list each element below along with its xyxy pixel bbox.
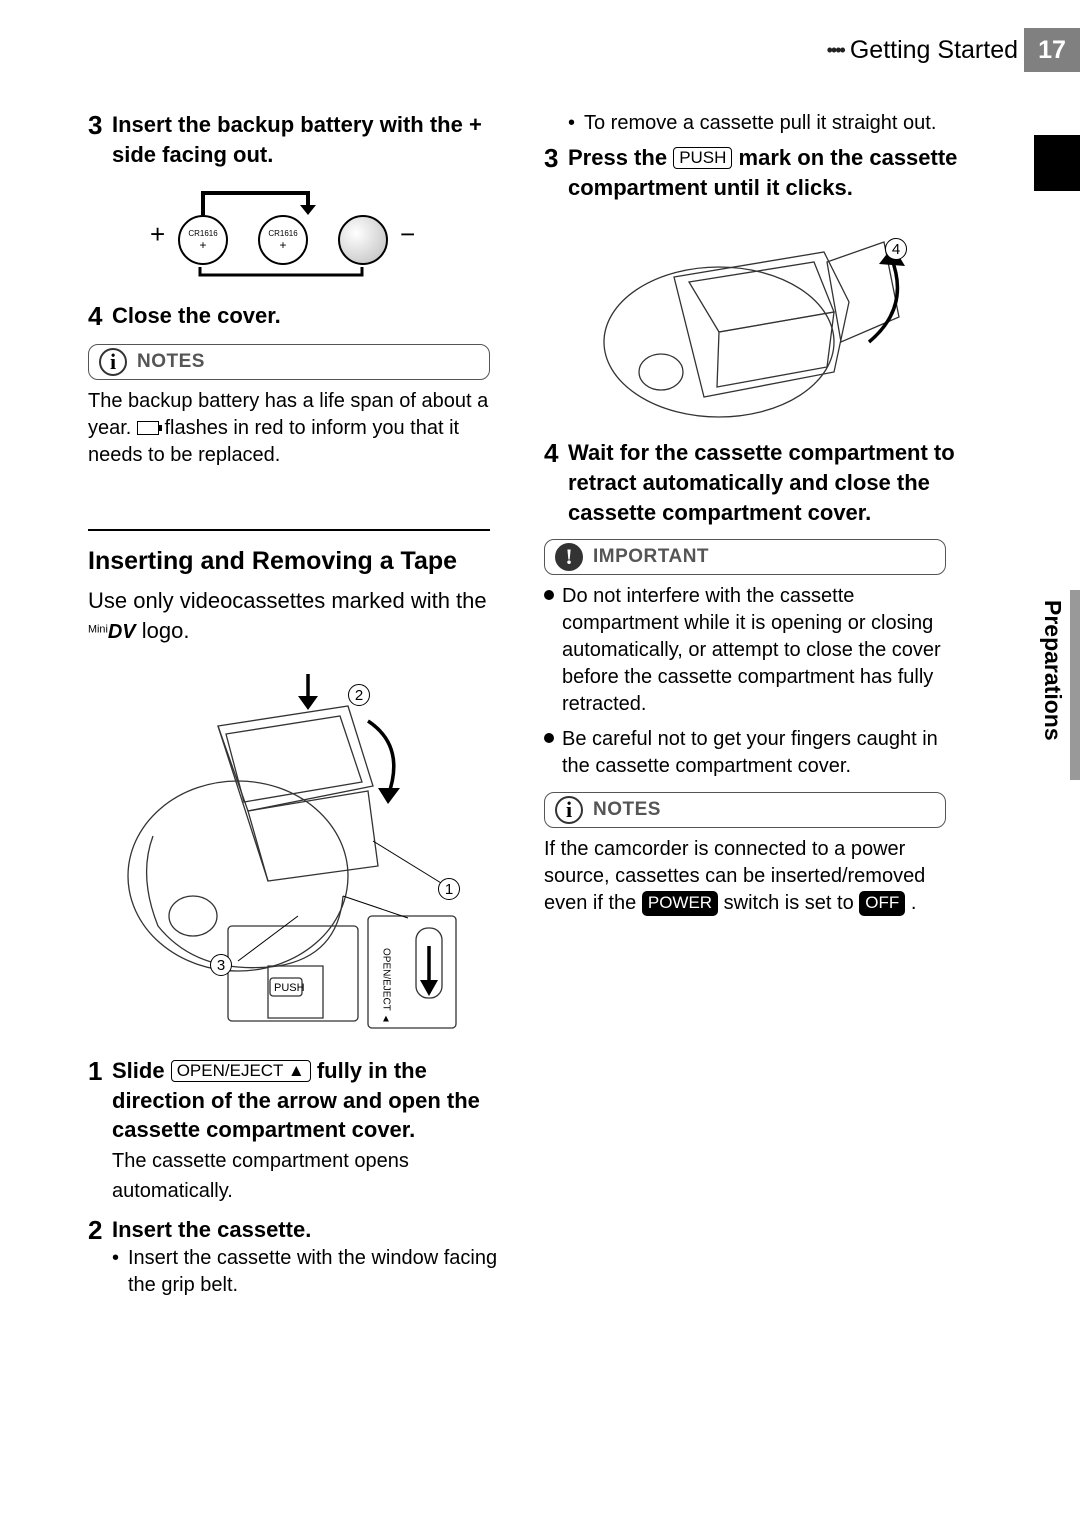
notes-text-right: If the camcorder is connected to a power…: [544, 836, 964, 917]
step-number: 3: [88, 110, 112, 169]
step-number: 4: [88, 301, 112, 332]
page-number: 17: [1024, 28, 1080, 72]
callout-2: 2: [348, 684, 370, 706]
section-divider: [88, 529, 490, 531]
step-2: 2 Insert the cassette. Insert the casset…: [88, 1215, 508, 1305]
power-pill: POWER: [642, 891, 718, 916]
step-text: Press the PUSH mark on the cassette comp…: [568, 143, 964, 202]
bracket-icon: [196, 267, 366, 281]
battery-icon: [137, 421, 159, 435]
column-left: 3 Insert the backup battery with the + s…: [88, 110, 508, 1315]
important-icon: !: [555, 543, 583, 571]
flip-arrow-icon: [188, 187, 328, 217]
coin-front: CR1616+: [178, 215, 228, 265]
plus-label: +: [150, 219, 165, 250]
step-text: Slide OPEN/EJECT ▲ fully in the directio…: [112, 1056, 508, 1205]
camcorder-drawing: OPEN/EJECT ▲ PUSH: [118, 666, 458, 1036]
minidv-logo: MiniDV: [88, 626, 136, 641]
notes-text: The backup battery has a life span of ab…: [88, 388, 508, 469]
important-2: Be careful not to get your fingers caugh…: [544, 726, 964, 780]
svg-text:PUSH: PUSH: [274, 982, 305, 994]
step-number: 1: [88, 1056, 112, 1205]
step-number: 3: [544, 143, 568, 202]
section-title: Inserting and Removing a Tape: [88, 547, 508, 576]
coin-back: [338, 215, 388, 265]
camcorder-close-drawing: [589, 222, 919, 422]
notes-label: NOTES: [137, 351, 205, 373]
step-1-body: The cassette compartment opens automatic…: [112, 1150, 409, 1202]
thumb-tab: [1034, 135, 1080, 191]
notes-callout: i NOTES: [88, 344, 490, 380]
callout-1: 1: [438, 878, 460, 900]
callout-3: 3: [210, 954, 232, 976]
content: 3 Insert the backup battery with the + s…: [88, 110, 968, 1315]
intro-b: logo.: [142, 618, 190, 643]
bullet: To remove a cassette pull it straight ou…: [568, 110, 964, 137]
minus-label: −: [400, 219, 415, 250]
important-label: IMPORTANT: [593, 546, 709, 568]
step-3: 3 Insert the backup battery with the + s…: [88, 110, 508, 169]
step-text: Close the cover.: [112, 301, 281, 332]
step-number: 4: [544, 438, 568, 527]
step-text: Insert the cassette. Insert the cassette…: [112, 1215, 508, 1305]
important-callout: ! IMPORTANT: [544, 539, 946, 575]
figure-close-cover: 4: [589, 222, 919, 422]
header-section: Getting Started: [850, 36, 1018, 65]
side-bar: [1070, 590, 1080, 780]
step-number: 2: [88, 1215, 112, 1305]
column-right: To remove a cassette pull it straight ou…: [544, 110, 964, 1315]
important-1: Do not interfere with the cassette compa…: [544, 583, 964, 718]
info-icon: i: [555, 796, 583, 824]
step-4: 4 Close the cover.: [88, 301, 508, 332]
off-pill: OFF: [859, 891, 905, 916]
info-icon: i: [99, 348, 127, 376]
intro-text: Use only videocassettes marked with the …: [88, 586, 508, 646]
step-4r: 4 Wait for the cassette compartment to r…: [544, 438, 964, 527]
step-3r: 3 Press the PUSH mark on the cassette co…: [544, 143, 964, 202]
side-label: Preparations: [1039, 600, 1066, 741]
coin-mid: CR1616+: [258, 215, 308, 265]
intro-a: Use only videocassettes marked with the: [88, 588, 487, 613]
figure-open-eject: OPEN/EJECT ▲ PUSH 2 1 3: [118, 666, 458, 1036]
page-header: •••• Getting Started 17: [827, 28, 1080, 72]
step-1: 1 Slide OPEN/EJECT ▲ fully in the direct…: [88, 1056, 508, 1205]
header-dots: ••••: [827, 40, 844, 61]
open-eject-pill: OPEN/EJECT ▲: [171, 1060, 311, 1082]
push-pill: PUSH: [673, 147, 732, 169]
step-text: Insert the backup battery with the + sid…: [112, 110, 508, 169]
notes-label: NOTES: [593, 799, 661, 821]
notes-callout-right: i NOTES: [544, 792, 946, 828]
step-text: Wait for the cassette compartment to ret…: [568, 438, 964, 527]
bullet: Insert the cassette with the window faci…: [112, 1245, 508, 1299]
open-eject-text: OPEN/EJECT ▲: [381, 948, 392, 1024]
figure-battery: + CR1616+ CR1616+ −: [88, 187, 508, 277]
